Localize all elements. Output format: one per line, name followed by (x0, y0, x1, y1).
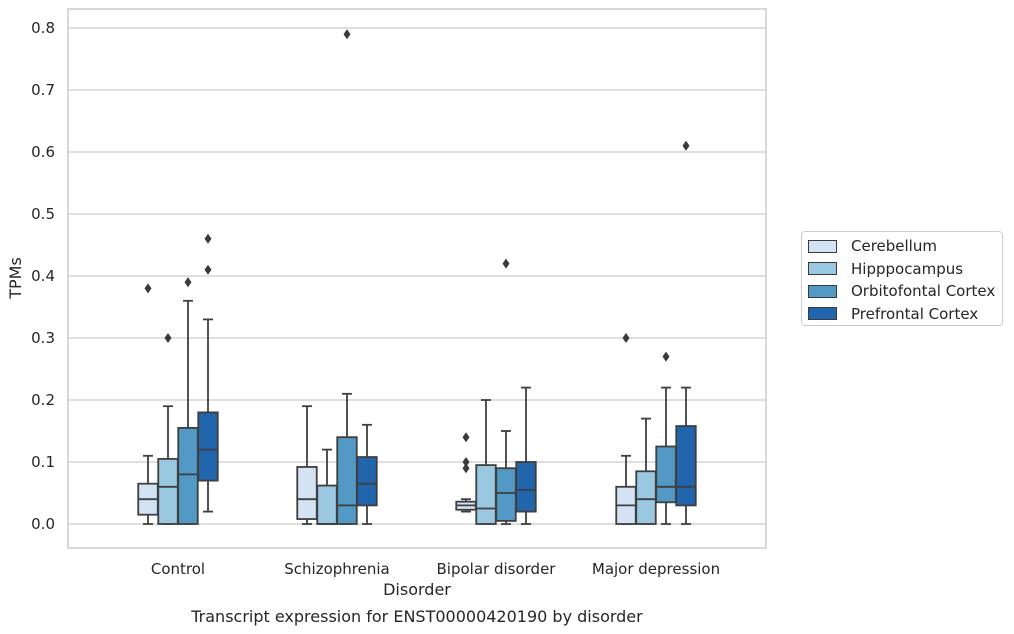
box-cerebellum-0 (137, 283, 159, 525)
legend-swatch (808, 239, 837, 253)
plot-frame (67, 8, 767, 549)
y-tick-labels: 0.0 0.1 0.2 0.3 0.4 0.5 0.6 0.7 0.8 (31, 19, 55, 533)
legend: Cerebellum Hipppocampus Orbitofontal Cor… (801, 231, 1003, 326)
box-layer (137, 29, 697, 525)
y-axis-title: TPMs (6, 257, 25, 300)
legend-label: Prefrontal Cortex (851, 304, 979, 323)
y-tick-label: 0.5 (31, 205, 55, 223)
box-prefrontal-cortex-2 (515, 386, 537, 525)
box-iqr (197, 411, 219, 482)
x-tick-label: Schizophrenia (284, 560, 389, 578)
box-cerebellum-3 (615, 333, 637, 525)
legend-swatch (808, 307, 837, 321)
legend-item-prefrontal: Prefrontal Cortex (808, 303, 1002, 326)
box-iqr (475, 464, 497, 525)
x-tick-label: Bipolar disorder (437, 560, 557, 578)
box-prefrontal-cortex-0 (197, 233, 219, 513)
y-tick-label: 0.3 (31, 329, 55, 347)
outlier-point (164, 333, 172, 343)
y-tick-label: 0.6 (31, 143, 55, 161)
box-hipppocampus-0 (157, 333, 179, 525)
y-tick-label: 0.0 (31, 515, 55, 533)
outlier-point (622, 333, 630, 343)
legend-item-cerebellum: Cerebellum (808, 235, 1002, 258)
outlier-point (462, 432, 470, 443)
box-hipppocampus-1 (316, 448, 338, 525)
chart-title: Transcript expression for ENST0000042019… (190, 607, 643, 626)
outlier-point (462, 457, 470, 467)
legend-item-orbitofrontal: Orbitofontal Cortex (808, 280, 1002, 303)
box-prefrontal-cortex-3 (675, 140, 697, 525)
box-orbitofontal-cortex-0 (177, 277, 199, 525)
x-tick-label: Control (151, 560, 205, 578)
legend-item-hippocampus: Hipppocampus (808, 258, 1002, 281)
x-axis-title: Disorder (383, 580, 451, 599)
legend-swatch (808, 284, 837, 298)
box-iqr (515, 461, 537, 513)
outlier-point (662, 351, 670, 362)
box-iqr (495, 467, 517, 522)
y-tick-label: 0.1 (31, 453, 55, 471)
y-tick-label: 0.4 (31, 267, 55, 285)
legend-label: Hipppocampus (851, 259, 964, 278)
outlier-point (502, 258, 510, 269)
box-orbitofontal-cortex-3 (655, 351, 677, 525)
box-iqr (177, 426, 199, 525)
box-iqr (316, 484, 338, 525)
y-tick-label: 0.7 (31, 81, 55, 99)
outlier-point (682, 140, 690, 151)
outlier-point (204, 264, 212, 275)
legend-swatch (808, 262, 837, 276)
box-cerebellum-1 (296, 405, 318, 525)
box-iqr (655, 445, 677, 504)
box-iqr (296, 466, 318, 520)
box-iqr (635, 470, 657, 525)
box-iqr (675, 425, 697, 507)
legend-label: Cerebellum (851, 237, 937, 256)
outlier-point (204, 233, 212, 244)
y-tick-label: 0.8 (31, 19, 55, 37)
box-prefrontal-cortex-1 (356, 423, 378, 525)
x-tick-labels: Control Schizophrenia Bipolar disorder Majo… (151, 560, 720, 578)
box-iqr (356, 456, 378, 507)
x-tick-label: Major depression (592, 560, 720, 578)
box-orbitofontal-cortex-2 (495, 258, 517, 525)
legend-label: Orbitofontal Cortex (851, 282, 996, 301)
outlier-point (343, 29, 351, 40)
outlier-point (462, 463, 470, 474)
box-hipppocampus-3 (635, 417, 657, 525)
y-tick-label: 0.2 (31, 391, 55, 409)
box-iqr (157, 457, 179, 525)
outlier-point (144, 283, 152, 294)
outlier-point (184, 277, 192, 288)
box-cerebellum-2 (455, 432, 477, 513)
box-iqr (336, 436, 358, 525)
